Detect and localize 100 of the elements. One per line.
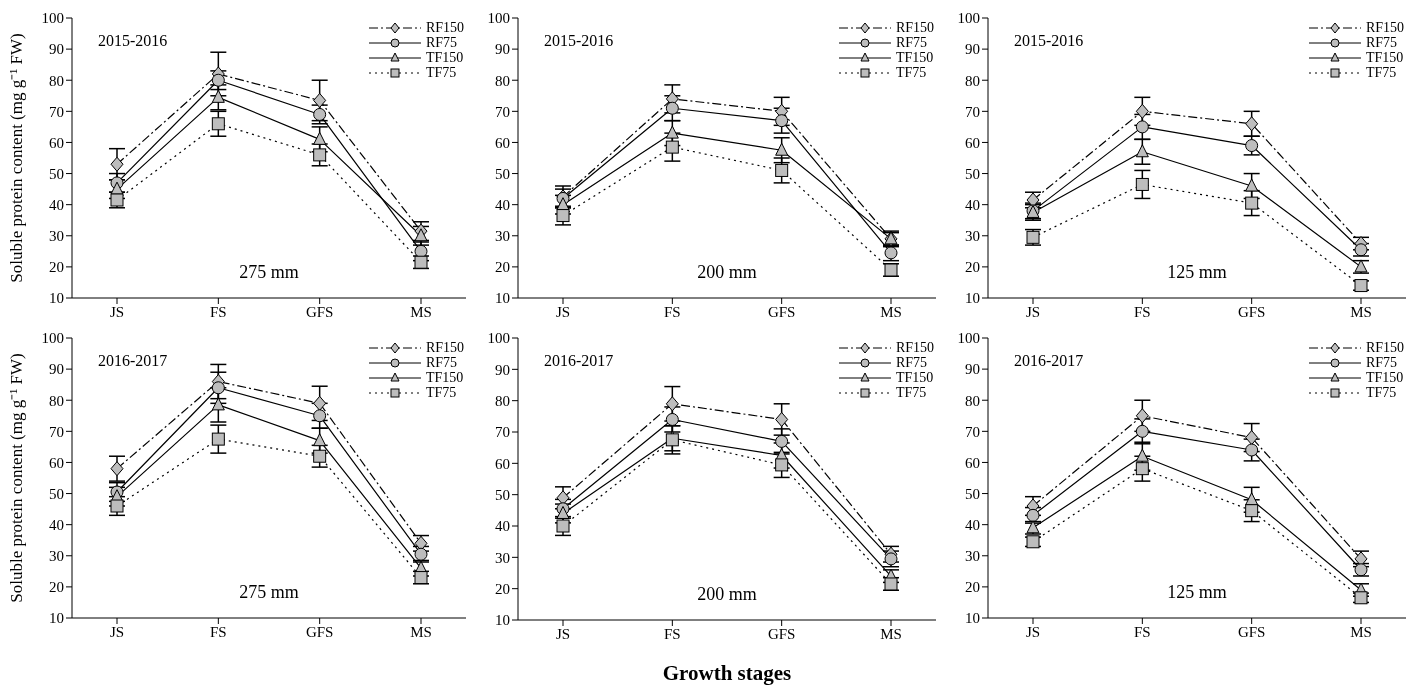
y-tick-label: 60 <box>49 454 64 471</box>
y-tick-label: 80 <box>49 392 64 409</box>
x-tick-label: MS <box>410 303 432 320</box>
y-tick-label: 60 <box>965 454 980 471</box>
y-tick-label: 90 <box>495 361 510 378</box>
y-tick-label: 70 <box>495 424 510 441</box>
annotation: 125 mm <box>1166 582 1228 603</box>
y-tick-label: 100 <box>41 10 64 27</box>
legend-label: TF75 <box>425 65 457 80</box>
y-tick-label: 60 <box>495 134 510 151</box>
y-tick-label: 30 <box>965 548 980 565</box>
x-tick-label: GFS <box>305 303 334 320</box>
legend-label: TF75 <box>895 65 927 80</box>
x-tick-label: FS <box>663 625 681 642</box>
x-tick-label: FS <box>1133 303 1151 320</box>
legend-label: RF150 <box>895 340 934 355</box>
y-tick-label: 50 <box>495 486 510 503</box>
y-tick-label: 40 <box>49 196 64 213</box>
x-tick-label: JS <box>1025 623 1041 640</box>
legend-label: RF150 <box>1365 340 1404 355</box>
x-tick-label: FS <box>1133 623 1151 640</box>
y-tick-label: 40 <box>965 196 980 213</box>
y-tick-label: 20 <box>49 259 64 276</box>
x-tick-label: FS <box>209 623 227 640</box>
legend-label: RF75 <box>1365 35 1397 50</box>
y-tick-label: 100 <box>41 330 64 347</box>
y-tick-label: 60 <box>965 134 980 151</box>
y-tick-label: 90 <box>49 361 64 378</box>
y-tick-label: 100 <box>487 10 510 27</box>
x-tick-label: GFS <box>767 625 796 642</box>
x-tick-label: MS <box>1350 303 1372 320</box>
y-tick-label: 40 <box>495 518 510 535</box>
legend-label: TF150 <box>425 370 464 385</box>
legend-label: RF75 <box>425 355 457 370</box>
x-tick-label: FS <box>209 303 227 320</box>
x-tick-label: MS <box>1350 623 1372 640</box>
y-tick-label: 10 <box>495 612 510 629</box>
legend-label: TF150 <box>1365 370 1404 385</box>
annotation: 125 mm <box>1166 262 1228 283</box>
annotation: 2015-2016 <box>544 32 614 50</box>
x-tick-label: JS <box>1025 303 1041 320</box>
legend-label: RF150 <box>425 340 464 355</box>
y-tick-label: 50 <box>965 485 980 502</box>
legend-label: RF150 <box>1365 20 1404 35</box>
y-tick-label: 50 <box>49 165 64 182</box>
y-tick-label: 10 <box>49 610 64 627</box>
legend-label: TF75 <box>895 385 927 400</box>
y-tick-label: 90 <box>495 41 510 58</box>
legend-label: TF75 <box>1365 385 1397 400</box>
x-tick-label: GFS <box>767 303 796 320</box>
y-axis-title: Soluble protein content (mg g⁻¹ FW) <box>7 33 27 283</box>
y-tick-label: 60 <box>49 134 64 151</box>
x-tick-label: JS <box>555 303 571 320</box>
y-tick-label: 100 <box>487 330 510 347</box>
annotation: 2015-2016 <box>1014 32 1084 50</box>
annotation: 200 mm <box>696 262 758 283</box>
y-tick-label: 10 <box>49 290 64 307</box>
y-tick-label: 30 <box>495 549 510 566</box>
y-tick-label: 90 <box>49 41 64 58</box>
legend-label: RF150 <box>895 20 934 35</box>
y-tick-label: 80 <box>965 392 980 409</box>
annotation: 275 mm <box>238 262 300 283</box>
x-tick-label: JS <box>109 303 125 320</box>
y-tick-label: 80 <box>495 392 510 409</box>
legend-label: TF150 <box>1365 50 1404 65</box>
y-tick-label: 70 <box>49 423 64 440</box>
y-tick-label: 20 <box>49 579 64 596</box>
y-tick-label: 10 <box>965 290 980 307</box>
y-tick-label: 30 <box>495 228 510 245</box>
legend-label: RF75 <box>1365 355 1397 370</box>
y-tick-label: 40 <box>49 516 64 533</box>
legend-label: RF75 <box>895 35 927 50</box>
y-tick-label: 70 <box>49 103 64 120</box>
y-tick-label: 90 <box>965 41 980 58</box>
y-tick-label: 70 <box>965 103 980 120</box>
y-tick-label: 90 <box>965 361 980 378</box>
y-tick-label: 50 <box>49 485 64 502</box>
x-tick-label: GFS <box>1237 303 1266 320</box>
y-tick-label: 20 <box>965 259 980 276</box>
y-tick-label: 100 <box>957 330 980 347</box>
legend-label: TF150 <box>895 50 934 65</box>
annotation: 2016-2017 <box>98 352 168 370</box>
legend-label: RF75 <box>425 35 457 50</box>
x-tick-label: MS <box>880 625 902 642</box>
y-tick-label: 80 <box>495 72 510 89</box>
y-tick-label: 100 <box>957 10 980 27</box>
y-tick-label: 20 <box>495 259 510 276</box>
x-tick-label: GFS <box>1237 623 1266 640</box>
y-tick-label: 70 <box>965 423 980 440</box>
y-tick-label: 20 <box>965 579 980 596</box>
x-tick-label: FS <box>663 303 681 320</box>
y-axis-title: Soluble protein content (mg g⁻¹ FW) <box>7 353 27 603</box>
x-axis-title: Growth stages <box>662 661 792 685</box>
annotation: 2016-2017 <box>544 352 614 370</box>
y-tick-label: 50 <box>965 165 980 182</box>
x-tick-label: JS <box>109 623 125 640</box>
x-tick-label: JS <box>555 625 571 642</box>
legend-label: TF75 <box>1365 65 1397 80</box>
x-tick-label: MS <box>880 303 902 320</box>
annotation: 275 mm <box>238 582 300 603</box>
